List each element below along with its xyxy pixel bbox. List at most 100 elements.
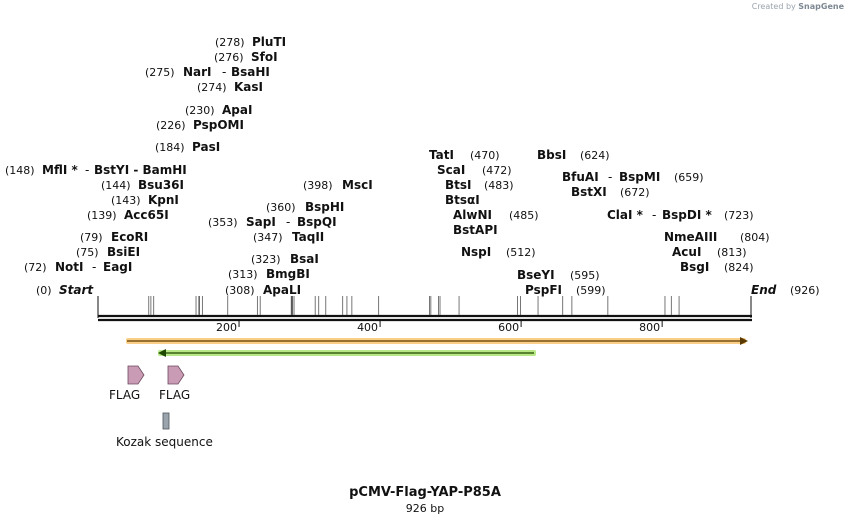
enzyme-labels-middle: (398) MscI (360) BspHI (353) SapI - BspQ… [208, 178, 373, 297]
enzyme-name-sapi: SapI [246, 215, 276, 229]
credit-prefix: Created by [751, 2, 796, 11]
sequence-map: 200 400 600 800 (0) Start End (926) (278) P… [5, 35, 820, 449]
snapgene-credit: Created by SnapGene [752, 2, 844, 11]
enzyme-name-pspomi: PspOMI [193, 118, 244, 132]
tick-label-400: 400 [357, 321, 378, 334]
enzyme-name-btsai: BtsαI [445, 193, 480, 207]
enzyme-name-taqii: TaqII [292, 230, 324, 244]
enzyme-name-clai: ClaI * [607, 208, 644, 222]
enzyme-name-bbsi: BbsI [537, 148, 566, 162]
plasmid-size: 926 bp [405, 502, 445, 515]
enzyme-name-pspfi: PspFI [525, 283, 562, 297]
enzyme-pos-bsiei: (75) [76, 246, 99, 259]
enzyme-pos-acui: (813) [717, 246, 747, 259]
orf-orange-arrow[interactable] [126, 337, 748, 345]
enzyme-pos-acc65i: (139) [87, 209, 117, 222]
enzyme-name-acc65i: Acc65I [124, 208, 169, 222]
enzyme-name-acui: AcuI [672, 245, 701, 259]
enzyme-pos-sfoi: (276) [214, 51, 244, 64]
enzyme-sep-mfli: - [85, 163, 89, 177]
enzyme-pos-nspi: (512) [506, 246, 536, 259]
enzyme-name-scai: ScaI [437, 163, 465, 177]
orf-green-arrow[interactable] [158, 349, 536, 357]
enzyme-pos-pluti: (278) [215, 36, 245, 49]
enzyme-pos-btsi: (483) [484, 179, 514, 192]
enzyme-name-msci: MscI [342, 178, 373, 192]
enzyme-pos-bsgi: (824) [724, 261, 754, 274]
enzyme-name-apali: ApaLI [263, 283, 301, 297]
enzyme-name-ecori: EcoRI [111, 230, 148, 244]
enzyme-name-nmeaiii: NmeAIII [664, 230, 717, 244]
enzyme-pos-alwni: (485) [509, 209, 539, 222]
enzyme-pos-bsai: (323) [251, 253, 281, 266]
enzyme-pos-bmgbi: (313) [228, 268, 258, 281]
enzyme-pos-kpni: (143) [111, 194, 141, 207]
enzyme-extra-bspqi: BspQI [297, 215, 337, 229]
enzyme-pos-bfuai: (659) [674, 171, 704, 184]
enzyme-pos-pspfi: (599) [576, 284, 606, 297]
enzyme-name-bsu36i: Bsu36I [138, 178, 184, 192]
enzyme-pos-clai: (723) [724, 209, 754, 222]
enzyme-name-bfuai: BfuAI [562, 170, 599, 184]
enzyme-sep-noti: - [92, 260, 96, 274]
tick-label-600: 600 [498, 321, 519, 334]
enzyme-pos-ecori: (79) [80, 231, 103, 244]
enzyme-name-bsai: BsaI [290, 252, 319, 266]
enzyme-pos-pasi: (184) [155, 141, 185, 154]
enzyme-pos-tati: (470) [470, 149, 500, 162]
enzyme-sep-bfuai: - [608, 170, 612, 184]
enzyme-name-tati: TatI [429, 148, 454, 162]
enzyme-pos-msci: (398) [303, 179, 333, 192]
enzyme-extra-bspdi: BspDI * [662, 208, 712, 222]
flag-2-arrow-icon [167, 365, 185, 385]
enzyme-pos-bbsi: (624) [580, 149, 610, 162]
enzyme-pos-sapi: (353) [208, 216, 238, 229]
start-position: (0) [36, 284, 52, 297]
enzyme-name-bstxi: BstXI [571, 185, 607, 199]
enzyme-pos-pspomi: (226) [156, 119, 186, 132]
enzyme-pos-apali: (308) [225, 284, 255, 297]
credit-brand: SnapGene [798, 2, 844, 11]
enzyme-extra-bsahi: BsaHI [231, 65, 270, 79]
kozak-box-icon [162, 412, 170, 430]
feature-kozak-label: Kozak sequence [116, 435, 213, 449]
enzyme-sep-clai: - [652, 208, 656, 222]
plasmid-title: pCMV-Flag-YAP-P85A [349, 485, 501, 500]
enzyme-extra-eagi: EagI [103, 260, 132, 274]
enzyme-name-kasi: KasI [234, 80, 263, 94]
enzyme-name-bsiei: BsiEI [107, 245, 140, 259]
flag-1-arrow-icon [127, 365, 145, 385]
enzyme-name-nari: NarI [183, 65, 212, 79]
feature-flag-1[interactable]: FLAG [109, 365, 145, 402]
enzyme-pos-scai: (472) [482, 164, 512, 177]
enzyme-site-lines [148, 296, 680, 315]
enzyme-pos-kasi: (274) [197, 81, 227, 94]
enzyme-name-bsphi: BspHI [305, 200, 344, 214]
enzyme-name-bseyi: BseYI [517, 268, 555, 282]
enzyme-name-nspi: NspI [461, 245, 491, 259]
enzyme-pos-apai: (230) [185, 104, 215, 117]
enzyme-name-bsgi: BsgI [680, 260, 709, 274]
enzyme-name-bmgbi: BmgBI [266, 267, 310, 281]
enzyme-pos-taqii: (347) [253, 231, 283, 244]
enzyme-labels-right: TatI (470) ScaI (472) BtsI (483) BtsαI A… [429, 148, 770, 297]
enzyme-pos-bsphi: (360) [266, 201, 296, 214]
feature-flag-2[interactable]: FLAG [159, 365, 190, 402]
enzyme-name-pasi: PasI [192, 140, 220, 154]
enzyme-extra-bstyi-bamhi: BstYI - BamHI [94, 163, 187, 177]
enzyme-sep-nari: - [222, 65, 226, 79]
enzyme-name-apai: ApaI [222, 103, 252, 117]
enzyme-pos-nmeaiii: (804) [740, 231, 770, 244]
feature-flag-1-label: FLAG [109, 388, 140, 402]
enzyme-labels-left: (278) PluTI (276) SfoI (275) NarI - BsaH… [5, 35, 286, 274]
enzyme-name-btsi: BtsI [445, 178, 472, 192]
enzyme-pos-bstxi: (672) [620, 186, 650, 199]
enzyme-name-noti: NotI [55, 260, 84, 274]
feature-kozak[interactable]: Kozak sequence [116, 412, 213, 449]
tick-label-800: 800 [639, 321, 660, 334]
enzyme-name-pluti: PluTI [252, 35, 286, 49]
enzyme-pos-bsu36i: (144) [101, 179, 131, 192]
end-position: (926) [790, 284, 820, 297]
end-label: End [751, 283, 777, 297]
enzyme-sep-sapi: - [286, 215, 290, 229]
